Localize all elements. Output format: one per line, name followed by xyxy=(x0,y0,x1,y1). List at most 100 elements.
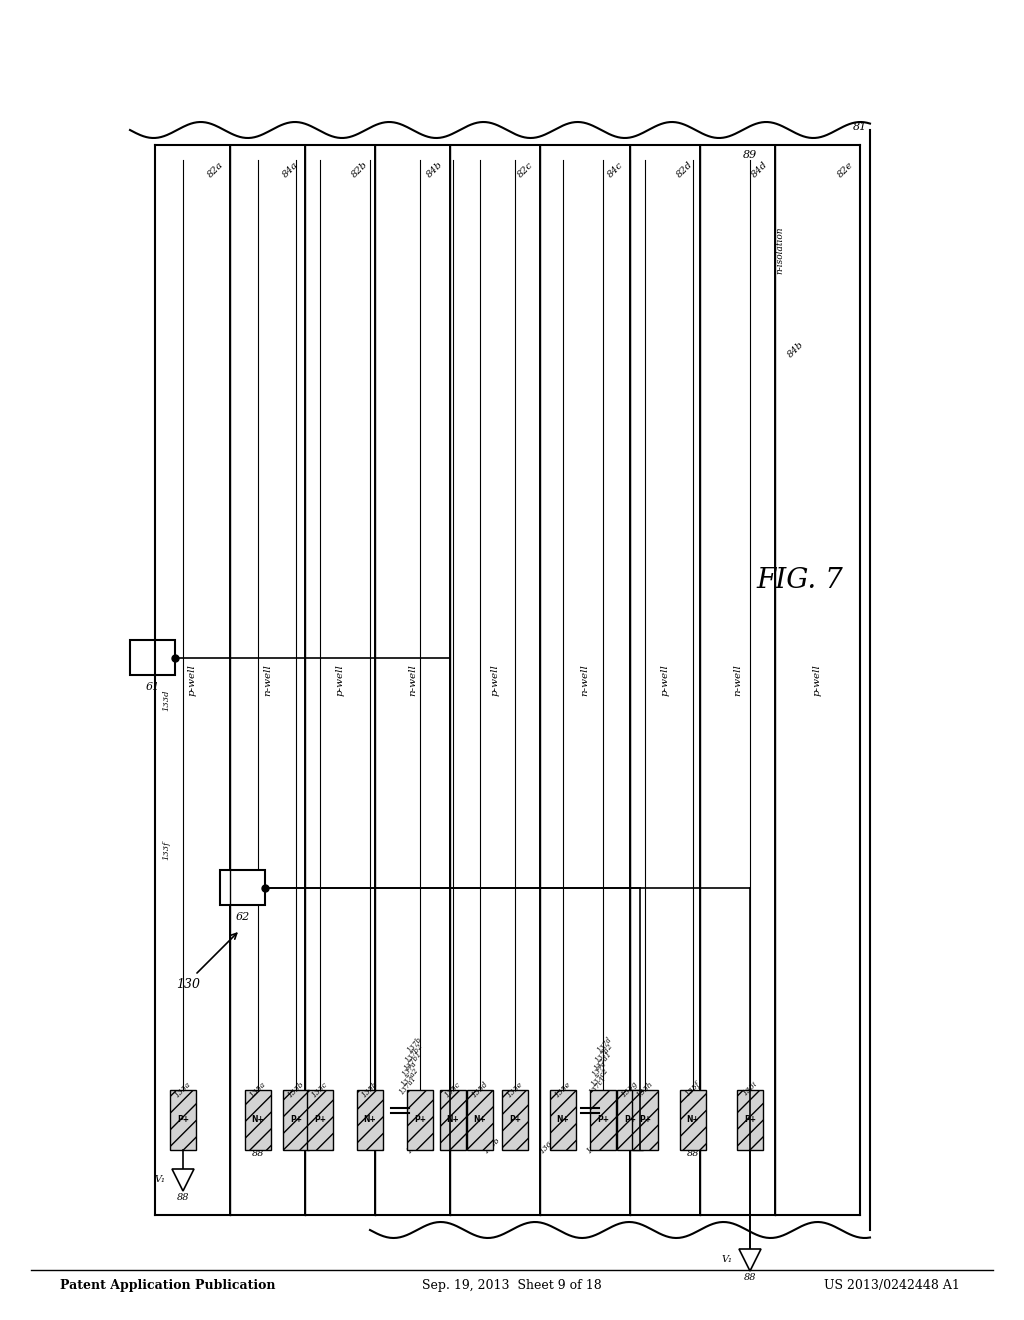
Text: N+: N+ xyxy=(687,1115,699,1125)
Text: 137d2: 137d2 xyxy=(594,1041,614,1064)
Text: 136a: 136a xyxy=(406,1135,425,1155)
Text: 88: 88 xyxy=(687,1148,699,1158)
Text: P+: P+ xyxy=(177,1115,189,1125)
Text: 82c: 82c xyxy=(516,161,535,180)
Text: 88: 88 xyxy=(743,1272,757,1282)
Bar xyxy=(737,1090,763,1150)
Text: 133a: 133a xyxy=(173,1080,193,1100)
Text: P+: P+ xyxy=(639,1115,651,1125)
Text: 137c: 137c xyxy=(591,1060,608,1078)
Text: V₁: V₁ xyxy=(155,1176,166,1184)
Text: 137d: 137d xyxy=(596,1035,613,1055)
Bar xyxy=(467,1090,493,1150)
Polygon shape xyxy=(739,1249,761,1271)
Bar xyxy=(775,145,860,1214)
Text: p-well: p-well xyxy=(660,664,670,696)
Text: 137a1: 137a1 xyxy=(398,1074,419,1096)
Text: 133g: 133g xyxy=(621,1080,640,1100)
Text: 130: 130 xyxy=(176,978,200,991)
Text: 62: 62 xyxy=(236,912,250,921)
Text: 84b: 84b xyxy=(425,160,445,180)
Text: US 2013/0242448 A1: US 2013/0242448 A1 xyxy=(824,1279,961,1291)
Text: n-well: n-well xyxy=(733,664,742,696)
Text: 136b: 136b xyxy=(482,1135,502,1155)
Text: 137d1: 137d1 xyxy=(593,1049,613,1072)
Text: 137b2: 137b2 xyxy=(404,1041,425,1064)
Bar xyxy=(220,870,265,906)
Text: 84d: 84d xyxy=(751,160,770,180)
Text: 81: 81 xyxy=(853,121,867,132)
Bar xyxy=(305,145,375,1214)
Text: 137c2: 137c2 xyxy=(590,1067,609,1088)
Text: V₁: V₁ xyxy=(722,1255,732,1265)
Text: P+: P+ xyxy=(624,1115,636,1125)
Text: 135e: 135e xyxy=(553,1080,572,1100)
Text: FIG. 7: FIG. 7 xyxy=(757,566,844,594)
Bar xyxy=(170,1090,196,1150)
Bar xyxy=(632,1090,658,1150)
Bar xyxy=(130,640,175,675)
Text: 133e: 133e xyxy=(506,1080,524,1100)
Text: Patent Application Publication: Patent Application Publication xyxy=(60,1279,275,1291)
Text: P+: P+ xyxy=(314,1115,326,1125)
Text: 137b1: 137b1 xyxy=(402,1049,423,1072)
Text: P+: P+ xyxy=(509,1115,521,1125)
Text: P+: P+ xyxy=(597,1115,609,1125)
Bar xyxy=(245,1090,271,1150)
Bar xyxy=(590,1090,616,1150)
Text: 84a: 84a xyxy=(281,160,300,180)
Text: 133i: 133i xyxy=(741,1080,759,1098)
Text: 88: 88 xyxy=(252,1148,264,1158)
Text: 137c1: 137c1 xyxy=(588,1074,608,1096)
Text: 84c: 84c xyxy=(606,161,625,180)
Bar xyxy=(540,145,630,1214)
Text: 137a: 137a xyxy=(401,1060,419,1078)
Text: N+: N+ xyxy=(557,1115,569,1125)
Text: 136c: 136c xyxy=(539,1137,557,1155)
Bar xyxy=(450,145,540,1214)
Text: 82e: 82e xyxy=(836,160,855,180)
Text: p-well: p-well xyxy=(188,664,197,696)
Text: 88: 88 xyxy=(177,1193,189,1203)
Text: 84b: 84b xyxy=(786,341,806,360)
Bar xyxy=(357,1090,383,1150)
Bar xyxy=(230,145,305,1214)
Text: 82b: 82b xyxy=(350,160,370,180)
Bar xyxy=(502,1090,528,1150)
Text: P+: P+ xyxy=(414,1115,426,1125)
Text: 137a2: 137a2 xyxy=(399,1067,420,1088)
Text: N+: N+ xyxy=(474,1115,486,1125)
Bar xyxy=(307,1090,333,1150)
Text: n-well: n-well xyxy=(408,664,417,696)
Text: n-well: n-well xyxy=(581,664,590,696)
Text: 135a: 135a xyxy=(249,1080,267,1100)
Text: 135f: 135f xyxy=(684,1080,702,1098)
Text: 135d: 135d xyxy=(470,1080,489,1100)
Text: P+: P+ xyxy=(744,1115,756,1125)
Bar xyxy=(617,1090,643,1150)
Bar xyxy=(680,1090,706,1150)
Text: 82d: 82d xyxy=(676,160,695,180)
Text: p-well: p-well xyxy=(336,664,344,696)
Text: 61: 61 xyxy=(145,682,160,692)
Text: 133b: 133b xyxy=(287,1080,306,1100)
Text: N+: N+ xyxy=(252,1115,264,1125)
Text: 135c: 135c xyxy=(443,1080,463,1100)
Bar xyxy=(550,1090,575,1150)
Text: 136d: 136d xyxy=(586,1135,605,1155)
Text: 82a: 82a xyxy=(206,160,225,180)
Text: 133h: 133h xyxy=(635,1080,654,1100)
Text: 133c: 133c xyxy=(310,1080,330,1100)
Bar xyxy=(407,1090,433,1150)
Text: n-well: n-well xyxy=(263,664,272,696)
Text: p-well: p-well xyxy=(490,664,500,696)
Bar xyxy=(630,145,700,1214)
Polygon shape xyxy=(172,1170,194,1191)
Text: P+: P+ xyxy=(290,1115,302,1125)
Bar xyxy=(283,1090,309,1150)
Text: 135b: 135b xyxy=(360,1080,380,1100)
Text: 137b: 137b xyxy=(406,1035,423,1055)
Text: 89: 89 xyxy=(742,150,757,160)
Text: n-isolation: n-isolation xyxy=(775,226,784,273)
Bar xyxy=(700,145,775,1214)
